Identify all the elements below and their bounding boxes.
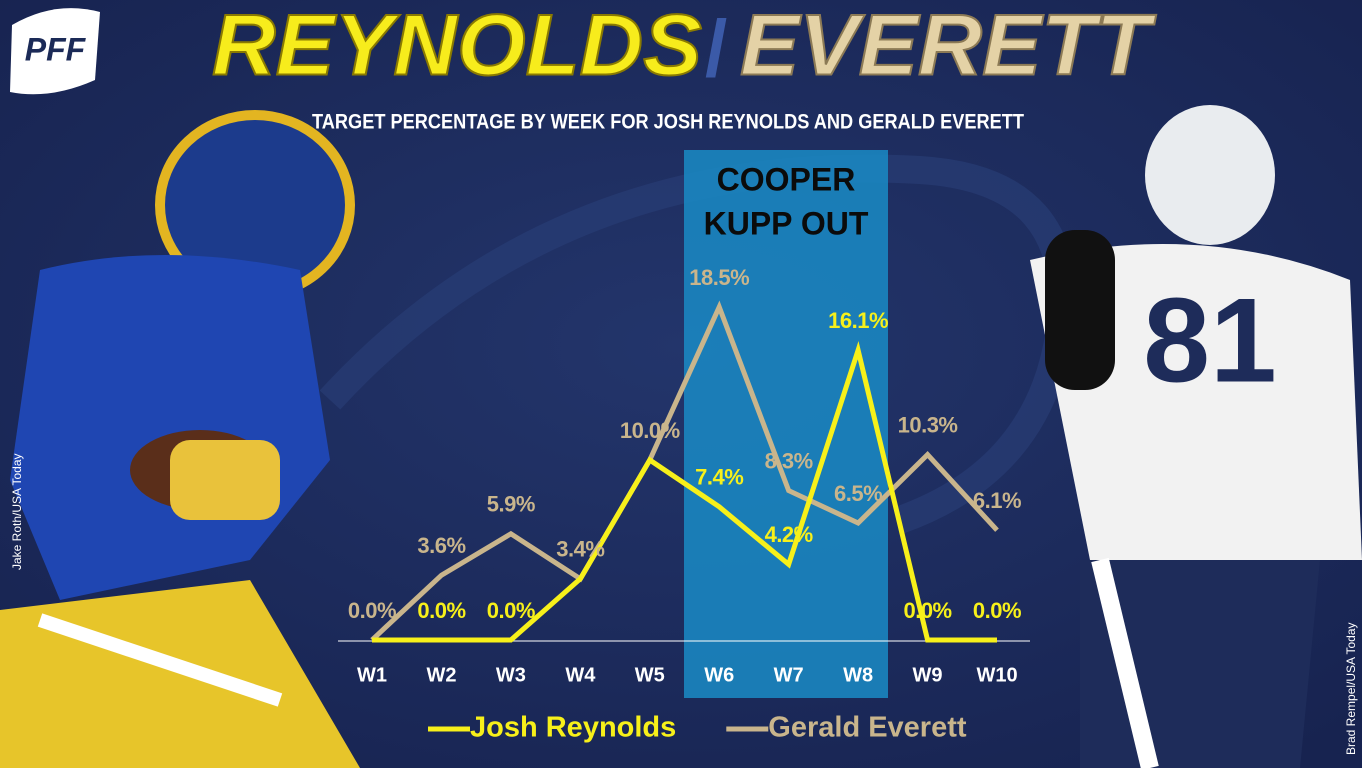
data-label: 6.1% [973, 488, 1021, 513]
jersey-number: 81 [1143, 274, 1276, 408]
data-label: 8.3% [765, 448, 813, 473]
player-right: 81 [1030, 105, 1362, 768]
data-label: 6.5% [834, 481, 882, 506]
data-label: 10.0% [620, 418, 680, 443]
data-label: 0.0% [348, 598, 396, 623]
data-label: 16.1% [828, 308, 888, 333]
data-label: 0.0% [487, 598, 535, 623]
data-label: 5.9% [487, 492, 535, 517]
title-reynolds: REYNOLDS [212, 0, 702, 94]
watermark [319, 154, 1077, 534]
plot: W1 W2 W3 W4 W5 W6 W7 W8 W9 W10 0.0% 0.0% 7.4% 4.2% 16.… [348, 265, 1022, 744]
subtitle: TARGET PERCENTAGE BY WEEK FOR JOSH REYNO… [312, 111, 1024, 134]
data-label: 10.3% [898, 412, 958, 437]
data-label: 0.0% [417, 598, 465, 623]
photo-credit: Brad Rempel/USA Today [1344, 622, 1358, 755]
x-tick-label: W4 [565, 664, 596, 686]
logo-shape [10, 8, 100, 95]
x-tick-label: W1 [357, 664, 387, 686]
data-label: 0.0% [903, 598, 951, 623]
data-label: 3.4% [556, 537, 604, 562]
data-label: 4.2% [765, 522, 813, 547]
x-tick-label: W8 [843, 664, 873, 686]
x-tick-label: W2 [426, 664, 456, 686]
annotation: KUPP OUT [704, 205, 869, 241]
legend-label: Gerald Everett [768, 712, 967, 744]
series-line [372, 340, 997, 643]
data-label: 7.4% [695, 465, 743, 490]
player-left [0, 110, 360, 768]
data-label: 3.6% [417, 533, 465, 558]
title-everett: EVERETT [740, 0, 1157, 94]
legend-label: Josh Reynolds [470, 712, 676, 744]
x-tick-label: W9 [913, 664, 943, 686]
data-label: 0.0% [973, 598, 1021, 623]
data-label: 18.5% [689, 265, 749, 290]
x-tick-label: W3 [496, 664, 526, 686]
x-tick-label: W6 [704, 664, 734, 686]
x-tick-label: W5 [635, 664, 665, 686]
x-tick-label: W7 [774, 664, 804, 686]
highlight-band [684, 150, 888, 698]
annotation: COOPER [717, 161, 856, 197]
title-slash: / [705, 4, 727, 93]
x-tick-label: W10 [976, 664, 1017, 686]
photo-credit: Jake Roth/USA Today [10, 453, 24, 570]
logo: PFF [25, 31, 87, 67]
